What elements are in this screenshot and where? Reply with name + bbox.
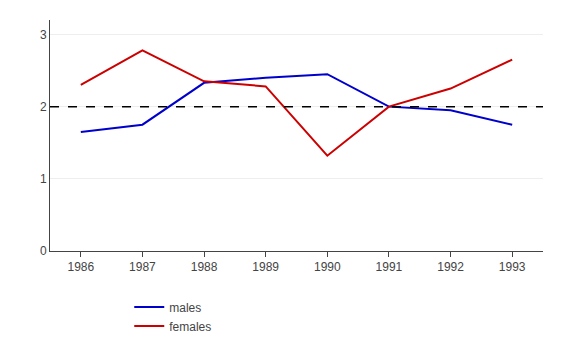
svg-text:2: 2 xyxy=(40,100,47,114)
svg-text:3: 3 xyxy=(40,28,47,42)
svg-text:1988: 1988 xyxy=(191,260,218,274)
svg-text:1990: 1990 xyxy=(314,260,341,274)
svg-text:males: males xyxy=(169,301,201,315)
svg-text:1993: 1993 xyxy=(499,260,526,274)
svg-text:1987: 1987 xyxy=(129,260,156,274)
svg-text:0: 0 xyxy=(40,244,47,258)
svg-text:females: females xyxy=(169,320,211,334)
svg-text:1991: 1991 xyxy=(376,260,403,274)
svg-text:1989: 1989 xyxy=(252,260,279,274)
svg-text:1: 1 xyxy=(40,172,47,186)
svg-text:1992: 1992 xyxy=(437,260,464,274)
svg-text:1986: 1986 xyxy=(67,260,94,274)
